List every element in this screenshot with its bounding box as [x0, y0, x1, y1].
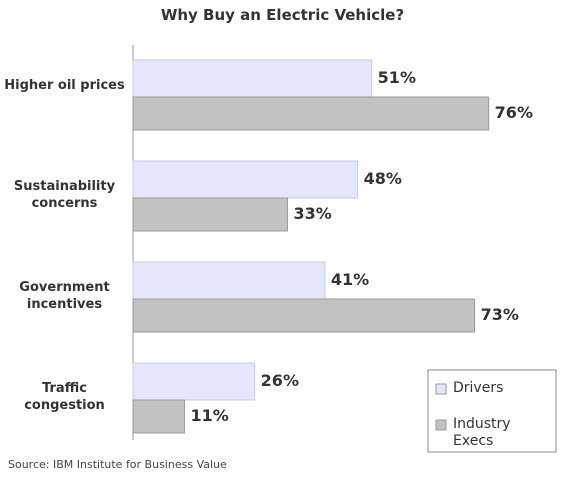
value-label: 26%: [261, 371, 299, 390]
value-label: 73%: [481, 305, 519, 324]
bar: [132, 160, 359, 199]
bar: [132, 399, 185, 434]
value-label: 11%: [190, 406, 228, 425]
bar: [132, 197, 288, 232]
bar: [132, 261, 326, 300]
source-note: Source: IBM Institute for Business Value: [8, 458, 227, 471]
bar: [132, 362, 256, 401]
value-label: 33%: [293, 204, 331, 223]
legend-box: [427, 369, 557, 453]
value-label: 51%: [378, 68, 416, 87]
bar: [132, 59, 373, 98]
category-label: Higher oil prices: [4, 78, 125, 93]
category-label: Sustainability concerns: [13, 179, 116, 211]
legend-label: Drivers: [453, 380, 504, 396]
category-label: Government incentives: [19, 280, 110, 312]
bar: [132, 298, 476, 333]
bar: [132, 96, 490, 131]
value-label: 41%: [331, 270, 369, 289]
value-label: 48%: [364, 169, 402, 188]
legend-swatch: [435, 383, 447, 395]
value-label: 76%: [495, 103, 533, 122]
category-label: Traffic congestion: [24, 381, 105, 413]
legend-label: Industry Execs: [453, 416, 511, 449]
chart-title: Why Buy an Electric Vehicle?: [160, 6, 405, 24]
legend-swatch: [435, 419, 447, 431]
